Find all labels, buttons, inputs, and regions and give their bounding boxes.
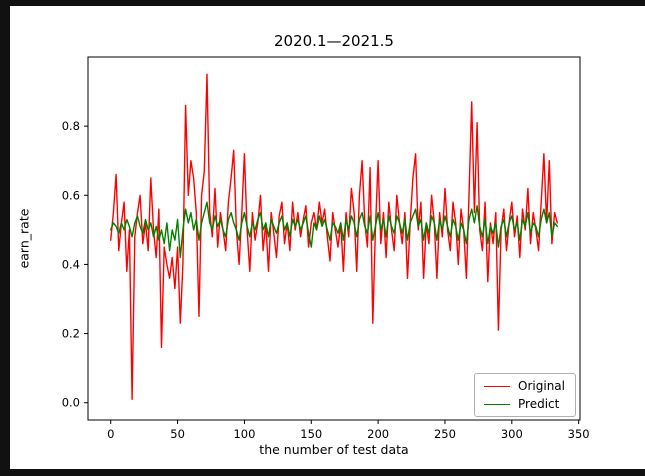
figure-canvas: 0 50 100 150 200 250 300 350 0.0 0.2 0.4 0.6 0.8 202…: [10, 6, 645, 469]
svg-text:0.2: 0.2: [62, 327, 80, 341]
legend-line-original: [484, 385, 511, 387]
svg-text:100: 100: [233, 427, 255, 441]
legend: Original Predict: [474, 373, 576, 417]
legend-item-original: Original: [484, 379, 565, 393]
svg-text:50: 50: [170, 427, 185, 441]
svg-text:0.0: 0.0: [62, 396, 80, 410]
svg-text:0.8: 0.8: [62, 119, 80, 133]
legend-label-predict: Predict: [518, 397, 560, 411]
svg-text:250: 250: [434, 427, 456, 441]
svg-text:150: 150: [300, 427, 322, 441]
svg-text:350: 350: [568, 427, 590, 441]
svg-text:0.6: 0.6: [62, 188, 80, 202]
x-axis-label: the number of test data: [259, 442, 409, 457]
svg-text:200: 200: [367, 427, 389, 441]
chart-title: 2020.1—2021.5: [274, 32, 394, 50]
y-axis-label: earn_rate: [16, 208, 32, 269]
svg-text:300: 300: [501, 427, 523, 441]
chart-svg: 0 50 100 150 200 250 300 350 0.0 0.2 0.4 0.6 0.8: [62, 56, 590, 441]
svg-text:0: 0: [107, 427, 114, 441]
svg-text:0.4: 0.4: [62, 257, 80, 271]
legend-label-original: Original: [518, 379, 565, 393]
legend-item-predict: Predict: [484, 397, 565, 411]
legend-line-predict: [484, 403, 511, 405]
